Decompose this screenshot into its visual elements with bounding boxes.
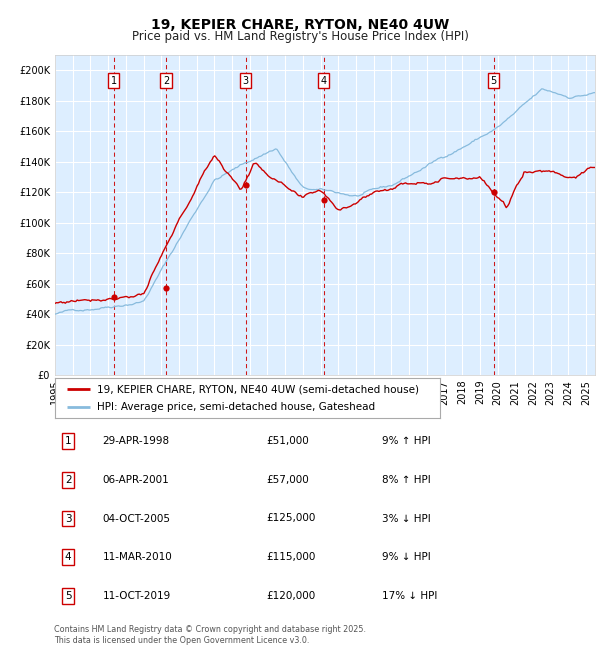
Text: 11-OCT-2019: 11-OCT-2019	[103, 591, 171, 601]
Text: 2: 2	[163, 76, 169, 86]
Text: 8% ↑ HPI: 8% ↑ HPI	[382, 475, 431, 485]
Text: 04-OCT-2005: 04-OCT-2005	[103, 514, 170, 523]
Text: 06-APR-2001: 06-APR-2001	[103, 475, 169, 485]
Text: 17% ↓ HPI: 17% ↓ HPI	[382, 591, 438, 601]
Text: 5: 5	[491, 76, 497, 86]
Text: 4: 4	[65, 552, 71, 562]
Text: 19, KEPIER CHARE, RYTON, NE40 4UW: 19, KEPIER CHARE, RYTON, NE40 4UW	[151, 18, 449, 32]
Text: 3% ↓ HPI: 3% ↓ HPI	[382, 514, 431, 523]
Text: 9% ↓ HPI: 9% ↓ HPI	[382, 552, 431, 562]
Text: Price paid vs. HM Land Registry's House Price Index (HPI): Price paid vs. HM Land Registry's House …	[131, 30, 469, 43]
Text: 2: 2	[65, 475, 71, 485]
Text: 29-APR-1998: 29-APR-1998	[103, 436, 170, 447]
Text: £51,000: £51,000	[266, 436, 309, 447]
Text: HPI: Average price, semi-detached house, Gateshead: HPI: Average price, semi-detached house,…	[97, 402, 376, 412]
Text: 5: 5	[65, 591, 71, 601]
Text: 9% ↑ HPI: 9% ↑ HPI	[382, 436, 431, 447]
Text: £120,000: £120,000	[266, 591, 316, 601]
Text: £115,000: £115,000	[266, 552, 316, 562]
Text: £125,000: £125,000	[266, 514, 316, 523]
Text: 4: 4	[321, 76, 327, 86]
Text: 19, KEPIER CHARE, RYTON, NE40 4UW (semi-detached house): 19, KEPIER CHARE, RYTON, NE40 4UW (semi-…	[97, 384, 419, 394]
Text: 1: 1	[65, 436, 71, 447]
Text: 1: 1	[111, 76, 117, 86]
Text: Contains HM Land Registry data © Crown copyright and database right 2025.
This d: Contains HM Land Registry data © Crown c…	[54, 625, 366, 645]
Text: 11-MAR-2010: 11-MAR-2010	[103, 552, 172, 562]
Text: 3: 3	[65, 514, 71, 523]
Text: 3: 3	[242, 76, 248, 86]
Text: £57,000: £57,000	[266, 475, 309, 485]
